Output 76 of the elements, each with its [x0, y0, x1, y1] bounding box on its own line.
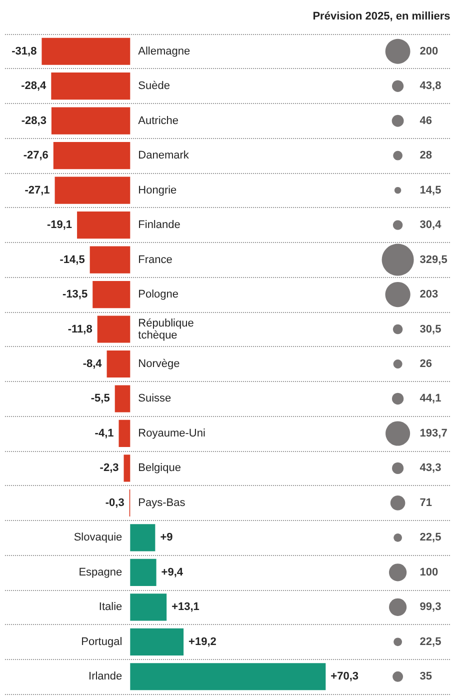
- data-label: -2,3: [100, 462, 119, 474]
- data-label: 35: [420, 670, 432, 683]
- data-label: 44,1: [420, 392, 442, 405]
- bar: [130, 594, 167, 621]
- data-label: -27,6: [23, 150, 48, 162]
- bar: [97, 316, 130, 343]
- bar: [114, 385, 130, 412]
- text: Prévision 2025, en milliers: [312, 10, 450, 22]
- y-tick-label: Irlande: [88, 670, 122, 683]
- data-label: -14,5: [60, 254, 85, 266]
- data-label: -11,8: [68, 323, 92, 336]
- data-label: 193,7: [420, 427, 448, 440]
- y-tick-label: Portugal: [81, 636, 122, 648]
- data-label: 203: [420, 288, 438, 301]
- y-tick-label: Danemark: [138, 150, 190, 162]
- y-tick-label: Slovaquie: [74, 532, 122, 544]
- data-label: +70,3: [330, 670, 359, 683]
- data-label: +9: [160, 532, 173, 544]
- data-label: -0,3: [105, 496, 124, 509]
- data-label: -31,8: [12, 45, 37, 58]
- data-label: +19,2: [188, 636, 216, 648]
- data-label: 43,8: [420, 80, 442, 92]
- y-tick-label: Belgique: [138, 462, 181, 474]
- y-tick-label: Autriche: [138, 114, 179, 127]
- y-tick-label: Royaume-Uni: [138, 427, 206, 440]
- data-label: 46: [420, 114, 432, 127]
- bar: [92, 280, 130, 308]
- data-label: -13,5: [62, 288, 88, 301]
- bar: [130, 558, 156, 586]
- y-tick-label: Espagne: [78, 566, 122, 578]
- y-tick-label: Italie: [98, 601, 122, 614]
- y-tick-label: France: [138, 254, 172, 266]
- y-tick-label: Suède: [138, 80, 170, 92]
- y-tick-label: Pays-Bas: [138, 496, 186, 509]
- data-label: 14,5: [420, 184, 442, 196]
- data-label: 43,3: [420, 462, 442, 474]
- data-label: 329,5: [420, 254, 448, 266]
- bar: [118, 420, 130, 448]
- bar: [124, 454, 130, 482]
- data-label: -4,1: [94, 427, 114, 440]
- y-tick-label: Hongrie: [138, 184, 177, 196]
- y-tick-label: Allemagne: [138, 45, 190, 58]
- y-tick-label: République tchèque: [138, 317, 197, 342]
- data-label: 22,5: [420, 532, 442, 544]
- y-tick-label: Finlande: [138, 219, 180, 232]
- data-label: 28: [420, 150, 432, 162]
- bar: [42, 38, 130, 65]
- data-label: +9,4: [161, 566, 184, 578]
- bar: [130, 663, 326, 690]
- data-label: -5,5: [90, 392, 110, 405]
- y-tick-label: Norvège: [138, 358, 180, 370]
- data-label: 99,3: [420, 601, 442, 614]
- data-label: 100: [420, 566, 438, 578]
- data-label: 30,4: [420, 219, 442, 232]
- bar: [106, 350, 130, 378]
- data-label: -28,4: [21, 80, 48, 92]
- bar: [130, 524, 156, 552]
- y-tick-label: Pologne: [138, 288, 179, 301]
- bar: [51, 107, 130, 134]
- bar: [53, 142, 130, 170]
- bar: [51, 72, 130, 100]
- data-label: 200: [420, 45, 438, 58]
- data-label: 30,5: [420, 323, 442, 336]
- bar: [77, 212, 130, 239]
- bar: [90, 246, 130, 274]
- data-label: -27,1: [24, 184, 50, 196]
- data-label: +13,1: [172, 601, 200, 614]
- y-tick-label: Suisse: [138, 392, 172, 405]
- data-label: -19,1: [46, 219, 72, 232]
- bar: [54, 176, 130, 204]
- data-label: -8,4: [82, 358, 103, 370]
- data-label: 71: [420, 496, 432, 509]
- data-label: 22,5: [420, 636, 442, 648]
- data-label: 26: [420, 358, 432, 370]
- bar: [130, 628, 184, 656]
- data-label: -28,3: [21, 114, 46, 127]
